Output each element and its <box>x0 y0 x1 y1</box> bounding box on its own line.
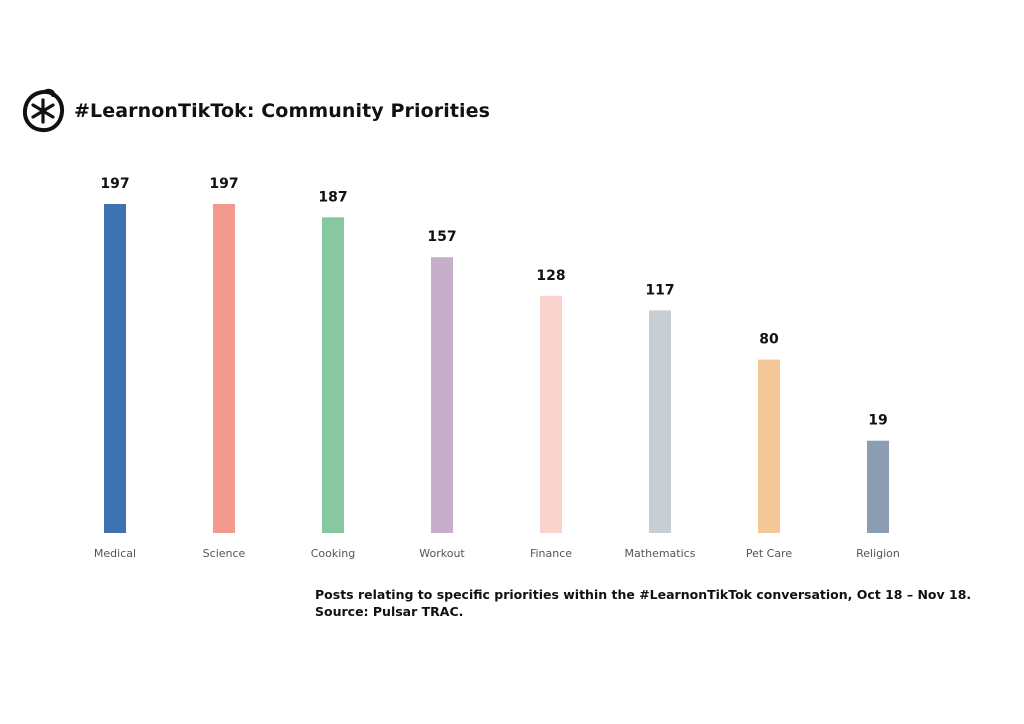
data-label-religion: 19 <box>868 413 887 429</box>
bar-finance <box>540 295 562 533</box>
bar-cooking <box>322 217 344 534</box>
category-label-pet-care: Pet Care <box>746 547 793 560</box>
data-label-finance: 128 <box>536 268 565 284</box>
caption-source: Source: Pulsar TRAC. <box>315 604 464 619</box>
bar-pet-care <box>758 359 780 533</box>
category-label-mathematics: Mathematics <box>625 547 696 560</box>
caption-description: Posts relating to specific priorities wi… <box>315 587 972 602</box>
data-label-science: 197 <box>209 176 238 192</box>
category-label-medical: Medical <box>94 547 136 560</box>
category-label-religion: Religion <box>856 547 900 560</box>
bar-science <box>213 203 235 534</box>
chart-header: #LearnonTikTok: Community Priorities <box>20 88 490 134</box>
category-label-science: Science <box>203 547 246 560</box>
data-label-medical: 197 <box>100 176 129 192</box>
data-label-mathematics: 117 <box>645 282 674 298</box>
category-label-cooking: Cooking <box>311 547 356 560</box>
chart-caption: Posts relating to specific priorities wi… <box>315 586 971 620</box>
data-label-cooking: 187 <box>318 189 347 205</box>
bar-mathematics <box>649 310 671 533</box>
category-label-workout: Workout <box>419 547 465 560</box>
pulsar-logo-icon <box>22 88 65 133</box>
bar-religion <box>867 440 889 533</box>
chart-title: #LearnonTikTok: Community Priorities <box>74 100 491 122</box>
data-label-workout: 157 <box>427 229 456 245</box>
bar-medical <box>104 203 126 534</box>
category-label-finance: Finance <box>530 547 572 560</box>
bar-workout <box>431 257 453 533</box>
data-label-pet-care: 80 <box>759 332 779 348</box>
